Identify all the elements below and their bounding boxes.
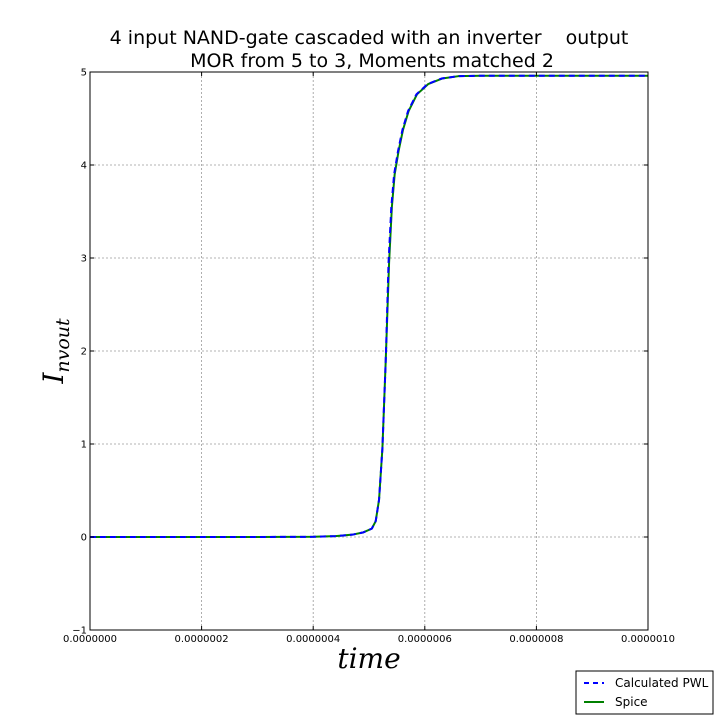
- x-tick-label: 0.0000000: [63, 634, 117, 645]
- y-tick-label: 0: [81, 533, 87, 544]
- svg-text:Invout: Invout: [37, 318, 74, 385]
- series-group: [90, 74, 648, 538]
- chart-title-line-2: MOR from 5 to 3, Moments matched 2: [190, 50, 554, 72]
- legend-label-spice: Spice: [615, 695, 648, 709]
- y-axis-label-base: I: [37, 372, 70, 385]
- y-tick-label: 1: [81, 440, 87, 451]
- y-axis-label-subscript: nvout: [52, 318, 74, 373]
- legend: Calculated PWL Spice: [575, 670, 714, 715]
- y-tick-label: 4: [81, 161, 87, 172]
- legend-label-calculated-pwl: Calculated PWL: [615, 676, 709, 690]
- series-line-calculated-pwl: [90, 74, 648, 538]
- x-axis-label: time: [337, 642, 400, 675]
- ticks: 0.0000000 0.0000002 0.0000004 0.0000006 0.00…: [63, 68, 675, 646]
- x-tick-label: 0.0000006: [398, 634, 452, 645]
- plot-area: [90, 72, 648, 630]
- x-tick-label: 0.0000008: [509, 634, 563, 645]
- x-tick-label: 0.0000010: [621, 634, 675, 645]
- chart-title-line-1: 4 input NAND-gate cascaded with an inver…: [110, 27, 629, 49]
- y-tick-label: 5: [81, 68, 87, 79]
- x-tick-label: 0.0000002: [175, 634, 229, 645]
- x-tick-label: 0.0000004: [286, 634, 340, 645]
- y-tick-label: 2: [81, 347, 87, 358]
- y-axis-label: Invout: [37, 318, 74, 385]
- y-tick-label: 3: [81, 254, 87, 265]
- legend-box: [575, 670, 714, 715]
- y-tick-label: −1: [72, 626, 87, 637]
